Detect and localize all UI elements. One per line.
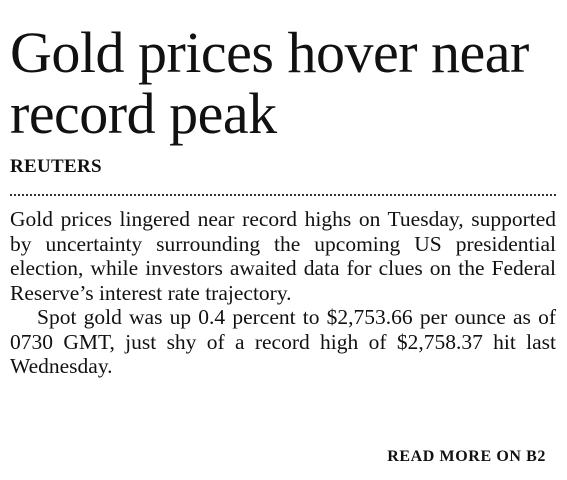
article-body: Gold prices lingered near record highs o… xyxy=(10,207,556,379)
dotted-divider xyxy=(10,194,556,196)
paragraph-1: Gold prices lingered near record highs o… xyxy=(10,207,556,305)
headline: Gold prices hover near record peak xyxy=(10,20,529,146)
read-more-jump-line: READ MORE ON B2 xyxy=(387,448,546,465)
paragraph-2: Spot gold was up 0.4 percent to $2,753.6… xyxy=(10,305,556,378)
byline: REUTERS xyxy=(10,156,102,177)
news-article: Gold prices hover near record peak REUTE… xyxy=(10,0,556,480)
